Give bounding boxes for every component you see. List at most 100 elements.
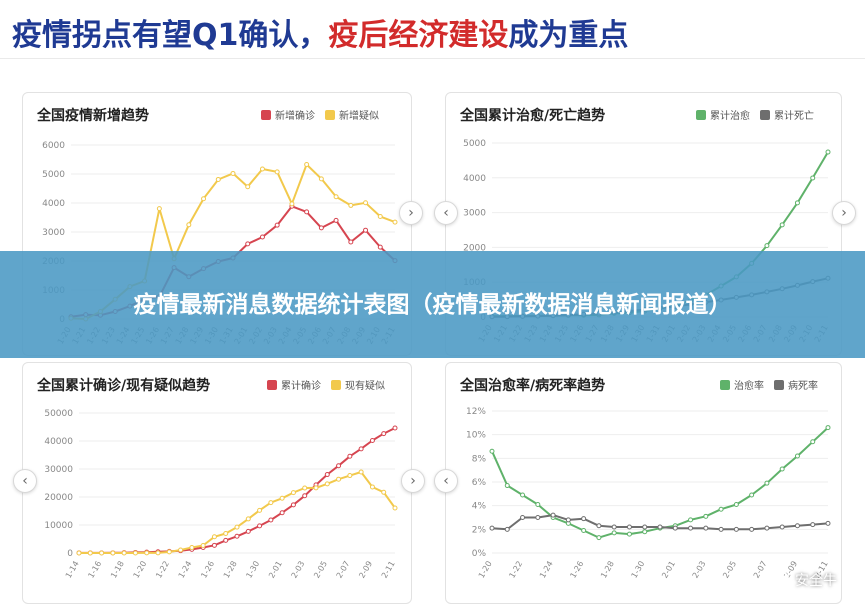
data-point (132, 550, 138, 556)
data-point (626, 524, 632, 530)
series-line (491, 426, 829, 539)
chevron-left-icon: ‹ (443, 205, 449, 221)
prev-chart-button[interactable]: ‹ (434, 201, 458, 225)
data-point (279, 510, 285, 516)
legend-label: 累计治愈 (710, 111, 750, 122)
data-point (155, 550, 161, 556)
y-tick-label: 2000 (463, 243, 486, 253)
data-point (733, 501, 739, 507)
data-point (626, 531, 632, 537)
data-point (794, 523, 800, 529)
data-point (245, 241, 251, 247)
chart-legend: 累计治愈 累计死亡 (696, 107, 814, 122)
data-point (302, 485, 308, 491)
y-tick-label: 3000 (463, 209, 486, 219)
data-point (381, 431, 387, 437)
wechat-icon (767, 571, 789, 589)
data-point (257, 523, 263, 529)
data-point (268, 517, 274, 523)
next-chart-button[interactable]: › (399, 201, 423, 225)
data-point (144, 550, 150, 556)
chart-legend: 新增确诊 新增疑似 (261, 107, 379, 122)
legend-item: 新增疑似 (325, 107, 379, 122)
x-tick-label: 1-28 (599, 560, 616, 580)
legend-label: 新增确诊 (275, 111, 315, 122)
y-tick-label: 50000 (44, 409, 73, 419)
data-point (245, 528, 251, 534)
data-point (642, 524, 648, 530)
next-chart-button[interactable]: › (832, 201, 856, 225)
prev-chart-button[interactable]: ‹ (13, 469, 37, 493)
data-point (672, 525, 678, 531)
data-point (377, 244, 383, 250)
data-point (764, 480, 770, 486)
y-tick-label: 40000 (44, 437, 73, 447)
header-divider (0, 58, 865, 59)
data-point (596, 535, 602, 541)
chart-title: 全国治愈率/病死率趋势 (460, 378, 606, 394)
data-point (581, 516, 587, 522)
title-part-2: 疫后经济建设 (328, 18, 509, 53)
y-tick-label: 3000 (42, 228, 65, 238)
data-point (313, 485, 319, 491)
data-point (377, 213, 383, 219)
data-point (347, 453, 353, 459)
data-point (535, 515, 541, 520)
data-point (223, 530, 229, 536)
data-point (733, 526, 739, 532)
title-part-3: 成为重点 (508, 18, 629, 53)
chevron-right-icon: › (408, 205, 414, 221)
data-point (810, 522, 816, 528)
data-point (810, 439, 816, 445)
data-point (489, 525, 495, 531)
data-point (825, 520, 831, 526)
x-tick-label: 2-01 (660, 560, 677, 580)
chart-title: 全国累计确诊/现有疑似趋势 (37, 378, 211, 394)
y-tick-label: 4000 (42, 199, 65, 209)
data-point (289, 201, 295, 207)
legend-label: 治愈率 (734, 381, 764, 392)
chart-title: 全国疫情新增趋势 (37, 108, 149, 124)
legend-swatch (720, 379, 730, 390)
y-tick-label: 12% (466, 407, 486, 417)
data-point (324, 481, 330, 487)
chevron-left-icon: ‹ (443, 473, 449, 489)
banner-text: 疫情最新消息数据统计表图（疫情最新数据消息新闻报道） (133, 291, 732, 318)
data-point (520, 492, 526, 498)
chart-legend: 累计确诊 现有疑似 (267, 377, 385, 392)
data-point (234, 524, 240, 530)
legend-item: 累计死亡 (760, 107, 814, 122)
legend-swatch (774, 379, 784, 390)
next-chart-button[interactable]: › (401, 469, 425, 493)
prev-chart-button[interactable]: ‹ (434, 469, 458, 493)
data-point (363, 200, 369, 206)
data-point (230, 170, 236, 176)
data-point (611, 530, 617, 536)
data-point (274, 169, 280, 175)
page-title: 疫情拐点有望Q1确认，疫后经济建设成为重点 (12, 10, 628, 54)
watermark: 安全牛 (767, 570, 837, 590)
data-point (749, 526, 755, 532)
data-point (810, 175, 816, 181)
y-tick-label: 20000 (44, 493, 73, 503)
data-point (290, 490, 296, 496)
data-point (489, 448, 495, 454)
legend-label: 新增疑似 (339, 111, 379, 122)
data-point (121, 550, 127, 556)
data-point (794, 200, 800, 206)
y-tick-label: 10% (466, 431, 486, 441)
data-point (611, 524, 617, 530)
legend-item: 累计治愈 (696, 107, 750, 122)
legend-swatch (261, 109, 271, 120)
data-point (520, 515, 526, 520)
data-point (348, 202, 354, 208)
data-point (348, 239, 354, 245)
data-point (381, 489, 387, 495)
x-tick-label: 2-11 (380, 560, 397, 580)
data-point (336, 463, 342, 469)
data-point (259, 166, 265, 172)
data-point (99, 550, 105, 556)
x-tick-label: 1-26 (199, 560, 216, 580)
page-header: 疫情拐点有望Q1确认，疫后经济建设成为重点 (0, 0, 865, 58)
line-chart: 0% 2% 4% 6% 8% 10% 12% 1-20 1-22 1-24 1-26 1-28 1-30… (466, 407, 831, 580)
